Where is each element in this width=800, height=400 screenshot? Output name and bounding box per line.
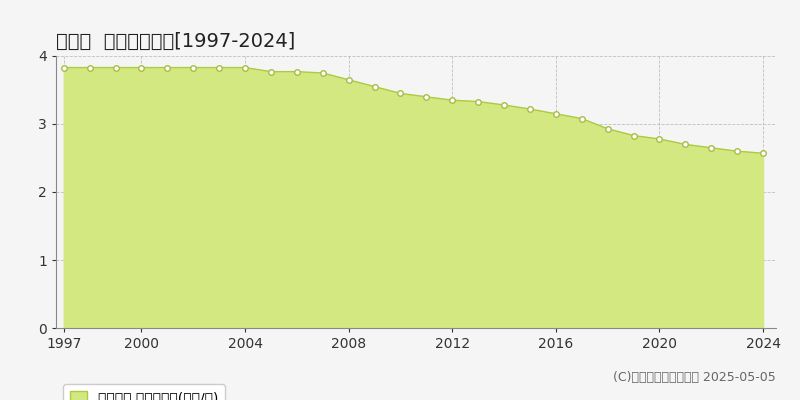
Text: 仁木町  基準地価推移[1997-2024]: 仁木町 基準地価推移[1997-2024] xyxy=(56,32,295,51)
Text: (C)土地価格ドットコム 2025-05-05: (C)土地価格ドットコム 2025-05-05 xyxy=(614,371,776,384)
Legend: 基準地価 平均坪単価(万円/坪): 基準地価 平均坪単価(万円/坪) xyxy=(63,384,225,400)
